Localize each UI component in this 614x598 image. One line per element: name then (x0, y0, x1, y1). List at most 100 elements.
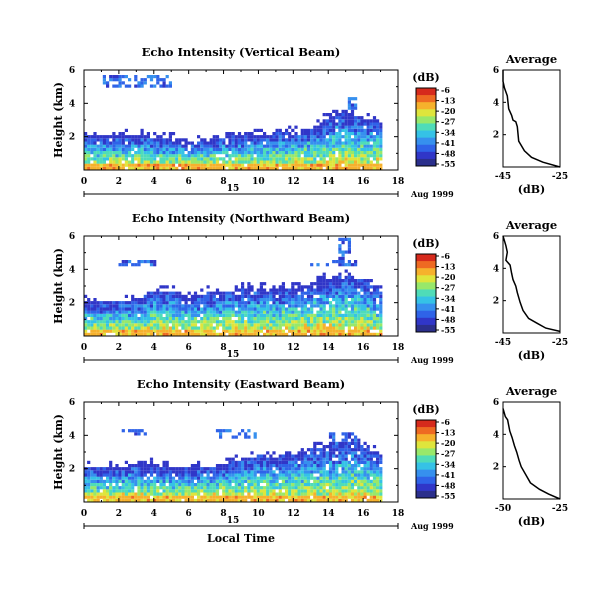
heatmap-cell (222, 486, 226, 490)
heatmap-cell (297, 166, 301, 170)
heatmap-cell (288, 317, 292, 321)
heatmap-cell (212, 141, 216, 145)
heatmap-cell (193, 307, 198, 311)
heatmap-cell (306, 486, 311, 490)
heatmap-cell (118, 332, 122, 336)
heatmap-cell (376, 291, 380, 295)
heatmap-cell (93, 154, 97, 158)
heatmap-cell (344, 492, 348, 496)
heatmap-cell (376, 317, 380, 321)
heatmap-cell (300, 128, 304, 132)
heatmap-cell (350, 163, 355, 167)
heatmap-cell (278, 486, 282, 490)
heatmap-cell (237, 329, 242, 333)
heatmap-cell (187, 486, 191, 490)
heatmap-cell (131, 323, 135, 327)
average-x-tick-label: -25 (552, 338, 568, 348)
heatmap-cell (310, 285, 314, 289)
heatmap-cell (379, 483, 383, 487)
heatmap-cell (118, 263, 122, 267)
heatmap-cell (96, 310, 100, 314)
heatmap-cell (146, 132, 150, 136)
heatmap-cell (234, 304, 238, 308)
heatmap-cell (159, 495, 163, 499)
heatmap-cell (109, 301, 113, 305)
heatmap-cell (124, 476, 128, 480)
heatmap-cell (319, 460, 323, 464)
heatmap-cell (241, 317, 245, 321)
heatmap-cell (313, 476, 317, 480)
heatmap-cell (203, 294, 207, 298)
heatmap-cell (222, 320, 226, 324)
heatmap-cell (99, 492, 103, 496)
heatmap-cell (128, 304, 132, 308)
heatmap-cell (128, 313, 132, 317)
heatmap-cell (237, 310, 242, 314)
heatmap-cell (146, 313, 150, 317)
heatmap-cell (272, 332, 276, 336)
heatmap-cell (332, 451, 336, 455)
heatmap-cell (203, 483, 207, 487)
heatmap-cell (102, 332, 106, 336)
heatmap-cell (266, 320, 270, 324)
heatmap-cell (360, 489, 364, 493)
heatmap-cell (259, 288, 263, 292)
heatmap-cell (379, 301, 383, 305)
heatmap-cell (184, 492, 188, 496)
heatmap-cell (219, 298, 223, 302)
heatmap-cell (256, 304, 260, 308)
heatmap-cell (253, 310, 257, 314)
heatmap-cell (128, 498, 132, 502)
heatmap-cell (96, 144, 100, 148)
heatmap-cell (379, 154, 383, 158)
heatmap-cell (266, 486, 270, 490)
heatmap-cell (87, 166, 91, 170)
heatmap-cell (328, 304, 333, 308)
heatmap-cell (322, 448, 326, 452)
heatmap-cell (319, 279, 323, 283)
heatmap-cell (363, 294, 367, 298)
heatmap-cell (332, 432, 336, 436)
heatmap-cell (288, 132, 292, 136)
heatmap-cell (128, 464, 132, 468)
heatmap-cell (87, 151, 91, 155)
heatmap-cell (115, 154, 119, 158)
heatmap-cell (200, 151, 204, 155)
heatmap-cell (322, 310, 326, 314)
heatmap-cell (162, 332, 166, 336)
heatmap-cell (350, 103, 355, 107)
heatmap-cell (328, 326, 333, 330)
heatmap-cell (231, 473, 235, 477)
heatmap-cell (231, 486, 235, 490)
heatmap-cell (275, 128, 279, 132)
heatmap-cell (281, 135, 285, 139)
heatmap-cell (322, 141, 326, 145)
heatmap-cell (316, 313, 320, 317)
heatmap-cell (165, 495, 169, 499)
heatmap-cell (143, 307, 147, 311)
heatmap-cell (128, 489, 132, 493)
heatmap-cell (99, 160, 103, 164)
heatmap-cell (379, 454, 383, 458)
heatmap-cell (316, 460, 320, 464)
heatmap-cell (121, 263, 125, 267)
heatmap-cell (222, 157, 226, 161)
heatmap-cell (181, 470, 185, 474)
heatmap-cell (344, 473, 348, 477)
heatmap-cell (184, 160, 188, 164)
heatmap-cell (96, 304, 100, 308)
heatmap-cell (137, 166, 141, 170)
heatmap-cell (272, 160, 276, 164)
heatmap-cell (106, 492, 110, 496)
heatmap-cell (112, 147, 116, 151)
heatmap-cell (193, 294, 198, 298)
heatmap-cell (134, 429, 138, 433)
heatmap-cell (90, 498, 94, 502)
heatmap-cell (190, 141, 194, 145)
heatmap-cell (87, 460, 91, 464)
heatmap-cell (281, 320, 285, 324)
heatmap-cell (319, 317, 323, 321)
heatmap-cell (376, 454, 380, 458)
heatmap-cell (291, 160, 295, 164)
heatmap-cell (366, 144, 370, 148)
